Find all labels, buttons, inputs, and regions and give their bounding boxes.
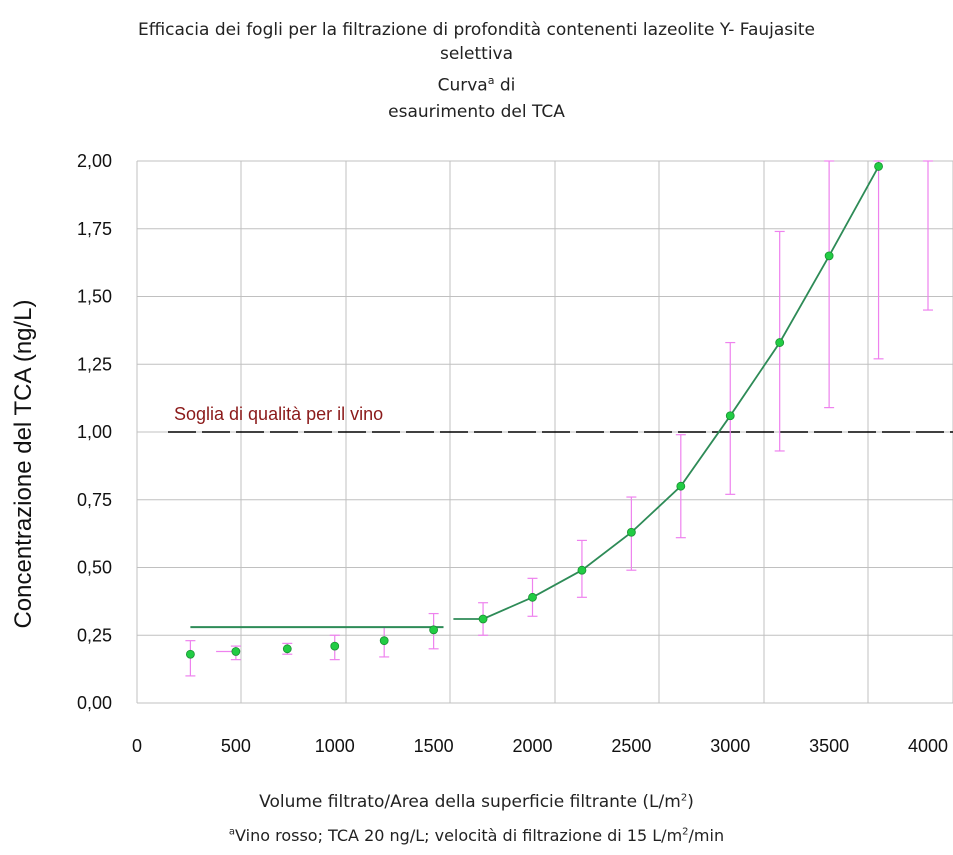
x-tick-label: 2500 xyxy=(611,736,651,756)
x-tick-label: 2000 xyxy=(512,736,552,756)
data-point xyxy=(429,625,439,635)
chart-title-line-1: Efficacia dei fogli per la filtrazione d… xyxy=(137,20,815,40)
x-tick-label: 500 xyxy=(221,736,251,756)
fit-line-curve xyxy=(453,165,880,620)
y-tick-label: 1,50 xyxy=(77,287,112,307)
data-point xyxy=(231,647,241,656)
x-tick-label: 3000 xyxy=(710,736,750,756)
plot-area: 0,00 0,25 0,50 0,75 1,00 1,25 1,50 1,75 2,00 0 500… xyxy=(77,151,953,756)
chart-title-line-3: Curvaa di xyxy=(0,74,953,96)
y-tick-label: 1,25 xyxy=(77,354,112,374)
y-tick-label: 1,00 xyxy=(77,422,112,442)
footnote: aVino rosso; TCA 20 ng/L; velocità di fi… xyxy=(0,826,953,845)
x-axis-label: Volume filtrato/Area della superficie fi… xyxy=(0,792,953,812)
y-tick-label: 0,75 xyxy=(77,490,112,510)
data-point xyxy=(725,411,735,421)
y-tick-label: 0,00 xyxy=(77,693,112,713)
footnote-text-2: /min xyxy=(688,826,725,845)
footnote-text-1: Vino rosso; TCA 20 ng/L; velocità di fil… xyxy=(235,826,683,845)
x-tick-label: 3500 xyxy=(809,736,849,756)
data-point xyxy=(528,592,537,602)
chart-title-di: di xyxy=(494,75,516,96)
data-point xyxy=(676,481,686,491)
y-tick-label: 0,50 xyxy=(77,558,112,578)
data-point xyxy=(626,527,636,537)
data-point xyxy=(330,641,340,651)
chart-title-line-2: selettiva xyxy=(439,44,514,64)
footnote-sup-2: 2 xyxy=(682,826,689,838)
x-axis-label-text: Volume filtrato/Area della superficie fi… xyxy=(259,792,681,812)
x-tick-label: 4000 xyxy=(908,736,948,756)
x-axis-label-sup: 2 xyxy=(680,792,688,804)
chart-title-superscript: a xyxy=(487,74,495,87)
chart-title-curva: Curva xyxy=(437,75,488,96)
data-point xyxy=(478,614,488,624)
data-point xyxy=(185,649,195,659)
data-point xyxy=(775,338,785,347)
y-tick-label: 2,00 xyxy=(77,151,112,171)
data-point xyxy=(379,636,389,646)
threshold-label: Soglia di qualità per il vino xyxy=(174,404,383,424)
x-tick-label: 0 xyxy=(132,736,142,756)
data-point xyxy=(577,565,587,575)
footnote-sup-a: a xyxy=(228,826,236,838)
data-point xyxy=(282,644,292,654)
y-tick-label: 0,25 xyxy=(77,625,112,645)
y-tick-label: 1,75 xyxy=(77,219,112,239)
chart-title-line-4: esaurimento del TCA xyxy=(388,102,565,122)
x-tick-label: 1500 xyxy=(414,736,454,756)
x-tick-label: 1000 xyxy=(315,736,355,756)
x-axis-label-close: ) xyxy=(687,792,694,812)
data-point xyxy=(824,251,834,261)
data-point xyxy=(874,162,883,171)
